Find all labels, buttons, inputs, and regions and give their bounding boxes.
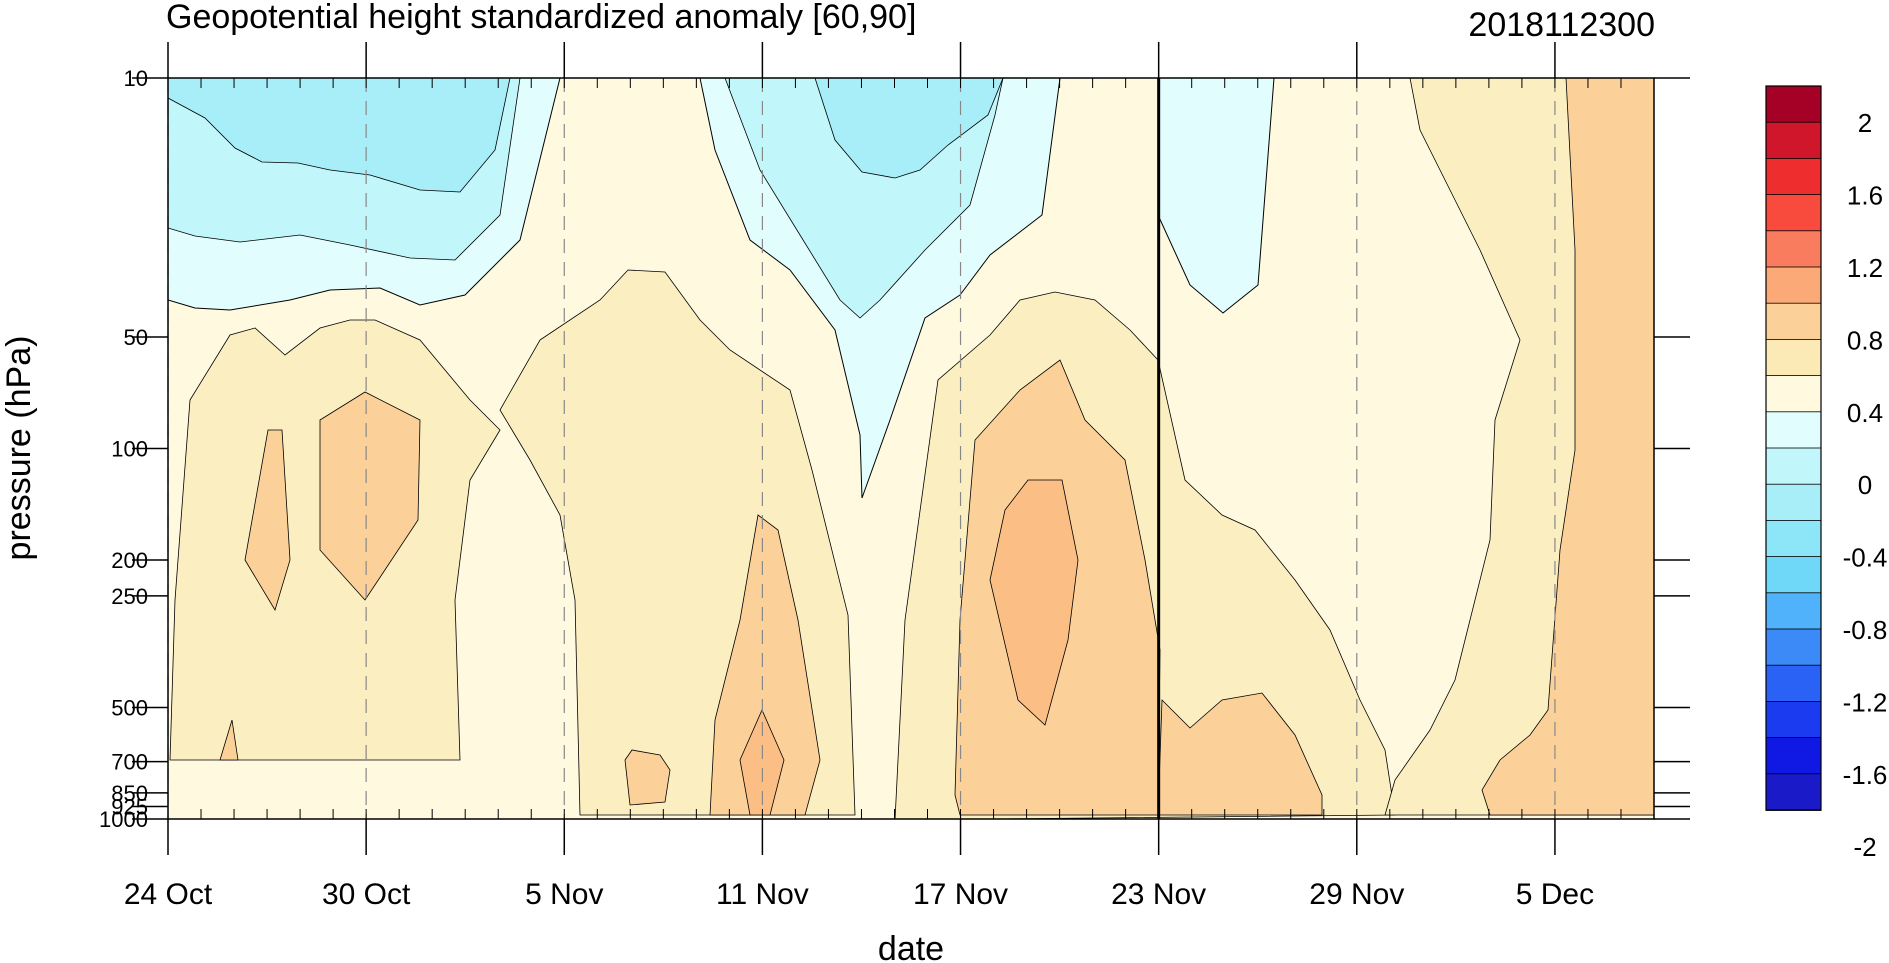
colorbar-swatch (1765, 737, 1822, 775)
y-tick-label: 700 (111, 750, 148, 775)
colorbar-swatch (1765, 701, 1822, 739)
x-tick-label: 24 Oct (124, 878, 213, 911)
colorbar-swatch (1765, 157, 1822, 196)
x-tick-label: 23 Nov (1111, 878, 1206, 911)
y-tick-label: 1000 (99, 807, 148, 832)
colorbar-swatch (1765, 483, 1822, 522)
colorbar-label: -1.2 (1843, 687, 1888, 717)
positive-region-20-nov-core (989, 479, 1079, 726)
x-tick-label: 29 Nov (1309, 878, 1404, 911)
chart-date-stamp: 2018112300 (1468, 6, 1655, 44)
colorbar-swatch (1765, 266, 1822, 305)
colorbar-swatch (1765, 121, 1822, 160)
colorbar-label: -0.4 (1843, 543, 1888, 573)
colorbar: 2 1.6 1.2 0.8 0.4 0 -0.4 -0.8 -1.2 -1.6 -2 (1765, 85, 1888, 862)
y-tick-label: 250 (111, 584, 148, 609)
colorbar-swatch (1765, 628, 1822, 667)
x-tick-label: 30 Oct (322, 878, 411, 911)
positive-region-11-nov (709, 514, 821, 816)
colorbar-swatch (1765, 194, 1822, 232)
colorbar-swatch (1765, 520, 1822, 558)
y-tick-label: 200 (111, 548, 148, 573)
x-axis: 24 Oct 30 Oct 5 Nov 11 Nov 17 Nov 23 Nov 29 No… (124, 42, 1655, 911)
colorbar-swatch (1765, 85, 1822, 124)
negative-region-upper-left-core (168, 78, 511, 193)
chart-title: Geopotential height standardized anomaly… (166, 0, 916, 36)
colorbar-swatch (1765, 556, 1822, 594)
colorbar-swatch (1765, 664, 1822, 703)
positive-region-30-oct (319, 391, 421, 601)
colorbar-swatch (1765, 302, 1822, 341)
x-tick-label: 17 Nov (913, 878, 1008, 911)
colorbar-swatch (1765, 773, 1822, 811)
colorbar-swatch (1765, 375, 1822, 413)
x-axis-title: date (878, 930, 944, 963)
colorbar-frame (1765, 85, 1822, 811)
y-tick-label: 50 (124, 325, 148, 350)
y-tick-label: 500 (111, 695, 148, 720)
colorbar-label: 0.4 (1847, 398, 1883, 428)
positive-region-28-oct-low (219, 719, 239, 761)
y-tick-label: 925 (111, 794, 148, 819)
colorbar-label: -0.8 (1843, 615, 1888, 645)
colorbar-label: 1.2 (1847, 253, 1883, 283)
colorbar-label: 2 (1858, 108, 1872, 138)
y-axis-title: pressure (hPa) (0, 336, 38, 561)
contour-field (168, 78, 1654, 819)
negative-region-mid-november-core (814, 78, 1004, 179)
colorbar-label: 0.8 (1847, 325, 1883, 355)
colorbar-label: 1.6 (1847, 181, 1883, 211)
y-tick-label: 100 (111, 437, 148, 462)
positive-region-25-nov (1157, 692, 1323, 816)
y-tick-label: 10 (124, 66, 148, 91)
colorbar-label: -1.6 (1843, 760, 1888, 790)
positive-region-11-nov-core (739, 709, 785, 816)
colorbar-label: -2 (1853, 832, 1876, 862)
colorbar-swatch (1765, 592, 1822, 630)
positive-region-8-nov (624, 749, 671, 806)
positive-region-27-oct (244, 429, 291, 611)
y-tick-label: 850 (111, 781, 148, 806)
colorbar-swatch (1765, 338, 1822, 377)
colorbar-swatch (1765, 230, 1822, 268)
positive-region-december-edge (1481, 78, 1654, 816)
x-tick-label: 11 Nov (716, 878, 809, 911)
colorbar-label: 0 (1858, 470, 1872, 500)
colorbar-swatch (1765, 447, 1822, 486)
colorbar-swatch (1765, 411, 1822, 449)
x-tick-label: 5 Dec (1516, 878, 1594, 911)
x-tick-label: 5 Nov (525, 878, 603, 911)
